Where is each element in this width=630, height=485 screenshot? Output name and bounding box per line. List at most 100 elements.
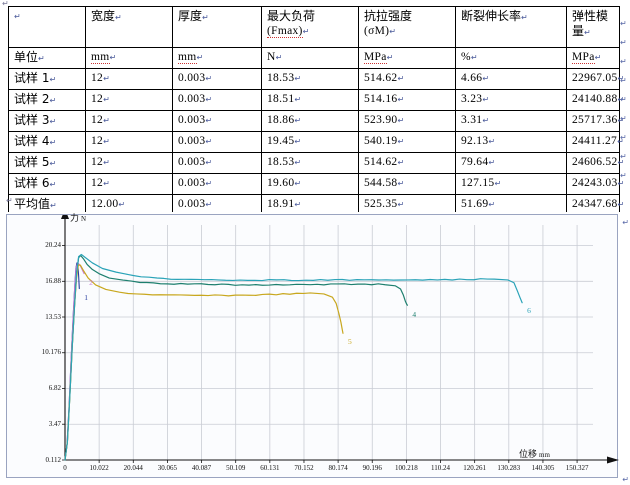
paragraph-mark: ↵	[205, 200, 213, 209]
cell-modulus: 24347.68↵	[566, 194, 624, 216]
paragraph-mark: ↵	[50, 201, 57, 210]
series-label-1: 1	[84, 292, 89, 302]
y-axis-tick-label: 13.53	[45, 312, 61, 321]
header-cell-width: 宽度↵	[85, 6, 173, 48]
cell-width: mm↵	[85, 47, 173, 69]
paragraph-mark: ↵	[386, 53, 394, 62]
cell-fmax: 18.86↵	[261, 110, 359, 132]
paragraph-mark: ↵	[49, 138, 57, 147]
paragraph-mark: ↵	[205, 74, 213, 83]
cell-thickness: 0.003↵	[172, 89, 262, 111]
cell-thickness: mm↵	[172, 47, 262, 69]
paragraph-mark: ↵	[115, 13, 122, 22]
cell-label: 试样 6↵	[8, 173, 86, 195]
paragraph-mark: ↵	[302, 27, 310, 37]
cell-modulus: 24606.52↵	[566, 152, 624, 174]
cell-thickness: 0.003↵	[172, 131, 262, 153]
x-axis-tick-label: 80.174	[328, 464, 348, 472]
cell-modulus: 25717.36↵	[566, 110, 624, 132]
y-axis-name: 力	[70, 214, 80, 224]
paragraph-mark: ↵	[49, 159, 57, 168]
paragraph-mark: ↵	[103, 158, 110, 167]
cell-label: 试样 5↵	[8, 152, 86, 174]
paragraph-mark-chart-bottom: ↵	[622, 475, 629, 484]
paragraph-mark: ↵	[397, 158, 405, 167]
paragraph-mark: ↵	[620, 19, 627, 28]
x-axis-tick-label: 60.131	[260, 464, 280, 472]
paragraph-mark: ↵	[620, 133, 627, 142]
y-axis-tick-label: 6.82	[48, 384, 61, 392]
cell-modulus: 24140.88↵	[566, 89, 624, 111]
paragraph-mark: ↵	[205, 158, 213, 167]
y-axis-tick-label: 20.24	[45, 240, 61, 249]
paragraph-mark: ↵	[617, 137, 624, 146]
y-axis-tick-label: 0.112	[45, 455, 62, 464]
paragraph-mark: ↵	[617, 158, 625, 167]
series-label-5: 5	[347, 337, 352, 347]
cell-strength: MPa↵	[358, 47, 456, 69]
paragraph-mark: ↵	[397, 116, 405, 125]
cell-width: 12↵	[85, 110, 173, 132]
paragraph-mark: ↵	[294, 179, 302, 188]
paragraph-mark: ↵	[620, 152, 627, 161]
paragraph-mark: ↵	[397, 95, 405, 104]
cell-label: 试样 1↵	[8, 68, 86, 90]
paragraph-mark: ↵	[103, 74, 110, 83]
paragraph-mark: ↵	[118, 200, 126, 209]
paragraph-mark: ↵	[202, 13, 209, 22]
table-row: 试样 2↵ 12↵ 0.003↵ 18.51↵ 514.16↵ 3.23↵ 24…	[8, 89, 624, 111]
cell-modulus: 22967.05↵	[566, 68, 624, 90]
paragraph-mark: ↵	[294, 116, 302, 125]
paragraph-mark: ↵	[275, 53, 283, 62]
table-row: 试样 1↵ 12↵ 0.003↵ 18.53↵ 514.62↵ 4.66↵ 22…	[8, 68, 624, 90]
series-label-6: 6	[527, 306, 531, 316]
x-axis-name: 位移	[519, 450, 538, 460]
cell-strength: 525.35↵	[358, 194, 456, 216]
paragraph-mark: ↵	[470, 53, 478, 62]
cell-thickness: 0.003↵	[172, 68, 262, 90]
paragraph-mark: ↵	[49, 96, 57, 105]
cell-thickness: 0.003↵	[172, 152, 262, 174]
paragraph-mark: ↵	[617, 200, 625, 209]
cell-elongation: 4.66↵	[455, 68, 567, 90]
x-axis-tick-label: 0	[63, 464, 67, 472]
cell-elongation: 3.23↵	[455, 89, 567, 111]
y-axis-tick-label: 10.176	[41, 348, 61, 357]
paragraph-mark: ↵	[103, 179, 110, 188]
paragraph-mark-chart-right: ↵	[622, 218, 629, 227]
table-row: 试样 6↵ 12↵ 0.003↵ 19.60↵ 544.58↵ 127.15↵ …	[8, 173, 624, 195]
chart-plot-svg	[61, 215, 619, 464]
cell-width: 12↵	[85, 173, 173, 195]
x-axis-tick-label: 10.022	[89, 464, 109, 472]
paragraph-mark: ↵	[397, 137, 405, 146]
paragraph-mark: ↵	[482, 95, 490, 104]
x-axis-tick-label: 130.283	[497, 464, 521, 472]
paragraph-mark: ↵	[38, 54, 45, 63]
cell-fmax: 18.53↵	[261, 152, 359, 174]
series-label-4: 4	[412, 309, 417, 319]
paragraph-mark: ↵	[103, 116, 110, 125]
table-row: 试样 3↵ 12↵ 0.003↵ 18.86↵ 523.90↵ 3.31↵ 25…	[8, 110, 624, 132]
cell-elongation: 127.15↵	[455, 173, 567, 195]
cell-fmax: 19.60↵	[261, 173, 359, 195]
y-axis-unit: N	[81, 215, 87, 223]
paragraph-mark-bottom: ↵	[6, 196, 13, 205]
paragraph-mark: ↵	[488, 137, 496, 146]
cell-thickness: 0.003↵	[172, 173, 262, 195]
paragraph-mark-top: ↵	[2, 0, 9, 8]
table-row: 试样 5↵ 12↵ 0.003↵ 18.53↵ 514.62↵ 79.64↵ 2…	[8, 152, 624, 174]
paragraph-mark: ↵	[14, 12, 21, 21]
paragraph-mark: ↵	[521, 13, 528, 22]
cell-label: 试样 3↵	[8, 110, 86, 132]
cell-elongation: 79.64↵	[455, 152, 567, 174]
table-row: 试样 4↵ 12↵ 0.003↵ 19.45↵ 540.19↵ 92.13↵ 2…	[8, 131, 624, 153]
document-page: ↵ ↵ 宽度↵ 厚度↵ 最大负荷 (Fmax)↵ 抗拉强度 (σM)↵ 断裂伸长率↵…	[0, 0, 630, 216]
cell-elongation: 92.13↵	[455, 131, 567, 153]
cell-fmax: N↵	[261, 47, 359, 69]
cell-label: 试样 4↵	[8, 131, 86, 153]
header-cell-thickness: 厚度↵	[172, 6, 262, 48]
cell-strength: 540.19↵	[358, 131, 456, 153]
paragraph-mark: ↵	[49, 75, 57, 84]
header-cell-modulus: 弹性模量↵	[566, 6, 620, 48]
paragraph-mark: ↵	[294, 158, 302, 167]
